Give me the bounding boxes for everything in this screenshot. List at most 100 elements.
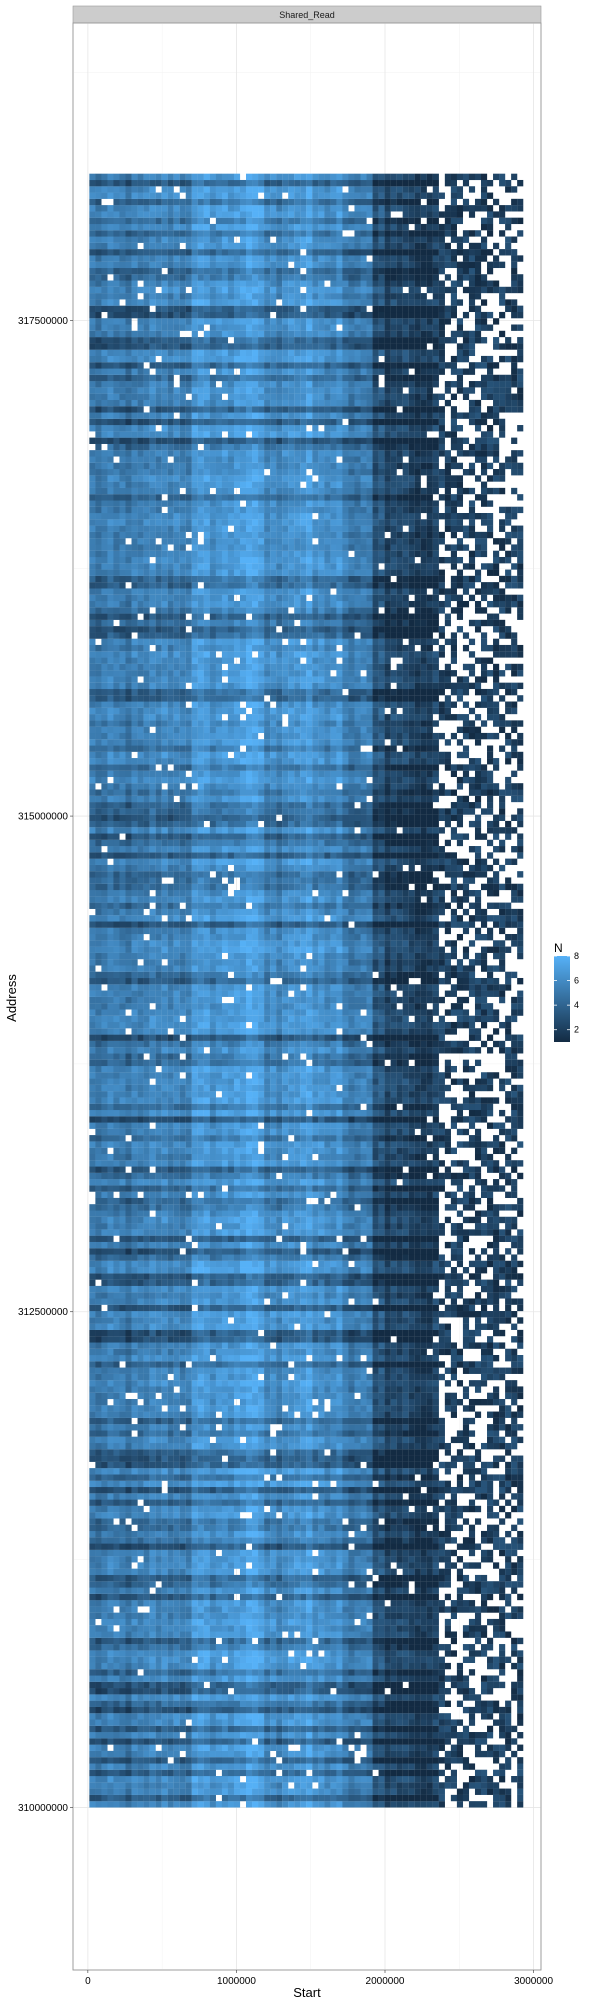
- heatmap-tile: [101, 707, 108, 715]
- heatmap-tile: [179, 990, 186, 997]
- heatmap-tile: [173, 1675, 180, 1682]
- heatmap-tile: [95, 1179, 102, 1186]
- heatmap-tile: [101, 1499, 108, 1506]
- heatmap-tile: [95, 663, 102, 671]
- heatmap-tile: [191, 267, 198, 275]
- heatmap-tile: [191, 613, 198, 620]
- heatmap-tile: [95, 833, 102, 840]
- heatmap-tile: [101, 267, 108, 275]
- heatmap-tile: [197, 688, 204, 696]
- heatmap-tile: [197, 795, 204, 803]
- heatmap-tile: [149, 205, 156, 212]
- heatmap-tile: [107, 1706, 114, 1714]
- heatmap-tile: [203, 1436, 210, 1444]
- heatmap-tile: [113, 1260, 120, 1268]
- heatmap-tile: [143, 1336, 150, 1343]
- heatmap-tile: [197, 996, 204, 1004]
- heatmap-tile: [155, 544, 162, 551]
- heatmap-tile: [125, 418, 132, 426]
- heatmap-tile: [155, 1442, 162, 1450]
- heatmap-tile: [155, 776, 162, 784]
- heatmap-tile: [131, 186, 138, 193]
- heatmap-tile: [191, 418, 198, 426]
- heatmap-tile: [101, 1084, 108, 1092]
- heatmap-tile: [161, 1788, 168, 1795]
- heatmap-tile: [173, 1543, 180, 1550]
- heatmap-tile: [125, 469, 132, 476]
- heatmap-tile: [131, 1386, 138, 1393]
- heatmap-tile: [137, 1625, 144, 1632]
- heatmap-tile: [149, 1442, 156, 1450]
- heatmap-tile: [131, 1405, 138, 1412]
- heatmap-tile: [191, 1059, 198, 1067]
- heatmap-tile: [179, 179, 186, 187]
- heatmap-tile: [173, 1587, 180, 1594]
- heatmap-tile: [197, 902, 204, 909]
- heatmap-tile: [113, 1750, 120, 1758]
- heatmap-tile: [89, 286, 96, 294]
- heatmap-tile: [191, 789, 198, 796]
- heatmap-tile: [155, 984, 162, 991]
- heatmap-tile: [197, 575, 204, 583]
- heatmap-tile: [185, 1135, 192, 1142]
- heatmap-tile: [185, 1398, 192, 1406]
- heatmap-tile: [125, 1505, 132, 1513]
- heatmap-tile: [131, 1084, 138, 1092]
- heatmap-tile: [143, 1166, 150, 1173]
- heatmap-tile: [89, 940, 96, 947]
- heatmap-tile: [161, 179, 168, 187]
- heatmap-tile: [137, 399, 144, 407]
- heatmap-tile: [191, 1474, 198, 1481]
- heatmap-tile: [167, 1361, 174, 1368]
- heatmap-tile: [89, 789, 96, 796]
- heatmap-tile: [167, 425, 174, 432]
- heatmap-tile: [143, 425, 150, 432]
- heatmap-tile: [131, 959, 138, 966]
- heatmap-tile: [137, 1065, 144, 1073]
- heatmap-tile: [107, 1059, 114, 1067]
- heatmap-tile: [173, 531, 180, 539]
- heatmap-tile: [143, 1669, 150, 1676]
- heatmap-tile: [131, 644, 138, 652]
- heatmap-tile: [173, 1436, 180, 1444]
- heatmap-tile: [107, 915, 114, 922]
- heatmap-tile: [125, 1053, 132, 1060]
- heatmap-tile: [179, 418, 186, 426]
- heatmap-tile: [185, 940, 192, 947]
- heatmap-tile: [191, 368, 198, 375]
- heatmap-tile: [89, 192, 96, 199]
- heatmap-tile: [155, 808, 162, 815]
- heatmap-tile: [119, 1769, 126, 1777]
- heatmap-tile: [143, 1141, 150, 1148]
- heatmap-tile: [149, 1719, 156, 1726]
- heatmap-tile: [107, 1776, 114, 1783]
- heatmap-tile: [143, 764, 150, 771]
- heatmap-tile: [185, 1757, 192, 1764]
- heatmap-tile: [95, 1241, 102, 1249]
- heatmap-tile: [89, 236, 96, 243]
- heatmap-tile: [89, 205, 96, 212]
- heatmap-tile: [95, 1355, 102, 1362]
- heatmap-tile: [185, 1732, 192, 1739]
- heatmap-tile: [185, 632, 192, 639]
- heatmap-tile: [131, 1398, 138, 1406]
- heatmap-tile: [89, 1644, 96, 1651]
- heatmap-tile: [89, 1380, 96, 1387]
- heatmap-tile: [191, 1662, 198, 1670]
- heatmap-tile: [95, 249, 102, 256]
- heatmap-tile: [197, 1593, 204, 1601]
- heatmap-tile: [155, 274, 162, 281]
- heatmap-tile: [161, 1116, 168, 1123]
- heatmap-tile: [173, 462, 180, 470]
- heatmap-tile: [179, 582, 186, 589]
- heatmap-tile: [113, 475, 120, 482]
- heatmap-tile: [185, 198, 192, 206]
- heatmap-tile: [143, 852, 150, 859]
- heatmap-tile: [155, 393, 162, 400]
- heatmap-tile: [167, 820, 174, 828]
- heatmap-tile: [131, 1744, 138, 1751]
- heatmap-tile: [95, 1801, 102, 1808]
- heatmap-tile: [191, 330, 198, 338]
- heatmap-tile: [203, 1311, 210, 1318]
- heatmap-tile: [179, 996, 186, 1004]
